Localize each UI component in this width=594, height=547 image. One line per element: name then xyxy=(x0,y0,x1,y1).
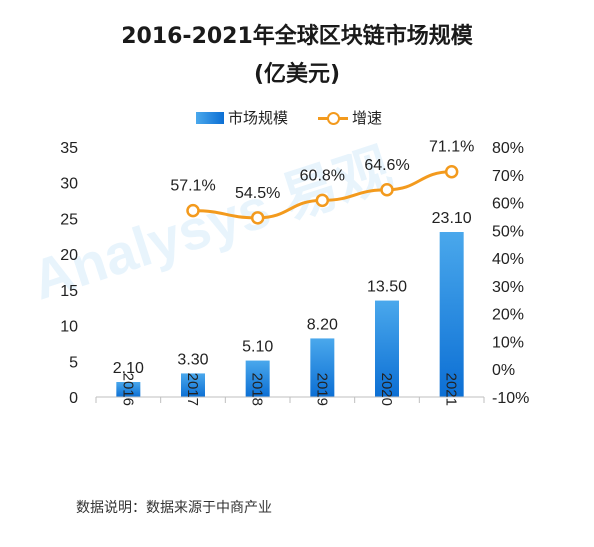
growth-value-label: 60.8% xyxy=(300,167,345,184)
growth-value-label: 71.1% xyxy=(429,139,474,156)
bars-layer: 2.10 3.30 5.10 8.20 13.50 23.10 xyxy=(113,210,472,397)
x-tick-label: 2017 xyxy=(184,373,201,406)
x-tick-label: 2019 xyxy=(313,373,330,406)
y-left-tick-label: 35 xyxy=(60,140,78,157)
y-left-tick-label: 30 xyxy=(60,176,78,193)
y-right-tick-label: 20% xyxy=(492,307,524,324)
bar-value-label: 5.10 xyxy=(242,339,273,356)
y-right-tick-label: 30% xyxy=(492,279,524,296)
y-right-tick-label: 10% xyxy=(492,334,524,351)
line-layer: 57.1% 54.5% 60.8% 64.6% 71.1% xyxy=(170,139,474,225)
watermark: Analysys 易观 xyxy=(24,136,399,311)
legend-bar-swatch xyxy=(196,111,224,124)
y-right-tick-label: 40% xyxy=(492,251,524,268)
bar xyxy=(181,373,205,397)
y-right-tick-label: 60% xyxy=(492,196,524,213)
bar xyxy=(439,232,464,397)
y-right-tick-label: 50% xyxy=(492,223,524,240)
legend-item-line: 增速 xyxy=(318,107,382,128)
y-left-tick-label: 15 xyxy=(60,283,78,300)
legend-label-bar: 市场规模 xyxy=(228,109,289,127)
growth-value-label: 57.1% xyxy=(170,178,215,195)
legend-item-bar: 市场规模 xyxy=(196,107,288,128)
growth-point xyxy=(250,211,265,225)
chart-subtitle: (亿美元) xyxy=(253,62,341,87)
y-right-tick-label: 80% xyxy=(492,140,524,157)
growth-value-label: 64.6% xyxy=(364,157,409,174)
legend-line-swatch xyxy=(318,111,348,125)
growth-value-label: 54.5% xyxy=(235,185,280,202)
bar xyxy=(375,300,399,397)
bar xyxy=(116,382,141,397)
growth-point xyxy=(444,164,459,179)
axes-layer: 0 5 10 15 20 25 30 35 -10% 0% 10% 20% 30% 40% 50% 60% 70… xyxy=(60,140,529,407)
y-left-tick-label: 0 xyxy=(69,390,78,407)
legend: 市场规模 增速 xyxy=(0,107,594,129)
y-right-tick-label: 0% xyxy=(492,362,515,379)
y-left-tick-label: 20 xyxy=(60,247,78,264)
legend-label-line: 增速 xyxy=(352,109,383,127)
y-left-tick-label: 10 xyxy=(60,319,78,336)
growth-point xyxy=(380,183,394,197)
x-tick-label: 2020 xyxy=(378,373,395,406)
y-left-tick-label: 5 xyxy=(69,354,78,371)
bar xyxy=(310,338,335,397)
x-tick-label: 2016 xyxy=(119,373,136,406)
y-right-tick-label: 70% xyxy=(492,168,524,185)
bar-value-label: 2.10 xyxy=(113,360,144,377)
x-tick-label: 2021 xyxy=(443,373,460,406)
bar xyxy=(245,360,270,397)
bar-value-label: 8.20 xyxy=(307,316,338,333)
bar-value-label: 3.30 xyxy=(177,351,208,368)
chart-title: 2016-2021年全球区块链市场规模 xyxy=(121,24,473,49)
source-note: 数据说明：数据来源于中商产业 xyxy=(76,500,272,516)
bar-value-label: 13.50 xyxy=(367,279,407,296)
bar-value-label: 23.10 xyxy=(432,210,472,227)
growth-point xyxy=(186,203,200,218)
y-right-tick-label: -10% xyxy=(492,390,529,407)
x-tick-label: 2018 xyxy=(249,373,266,406)
growth-point xyxy=(315,193,330,208)
y-left-tick-label: 25 xyxy=(60,211,78,228)
